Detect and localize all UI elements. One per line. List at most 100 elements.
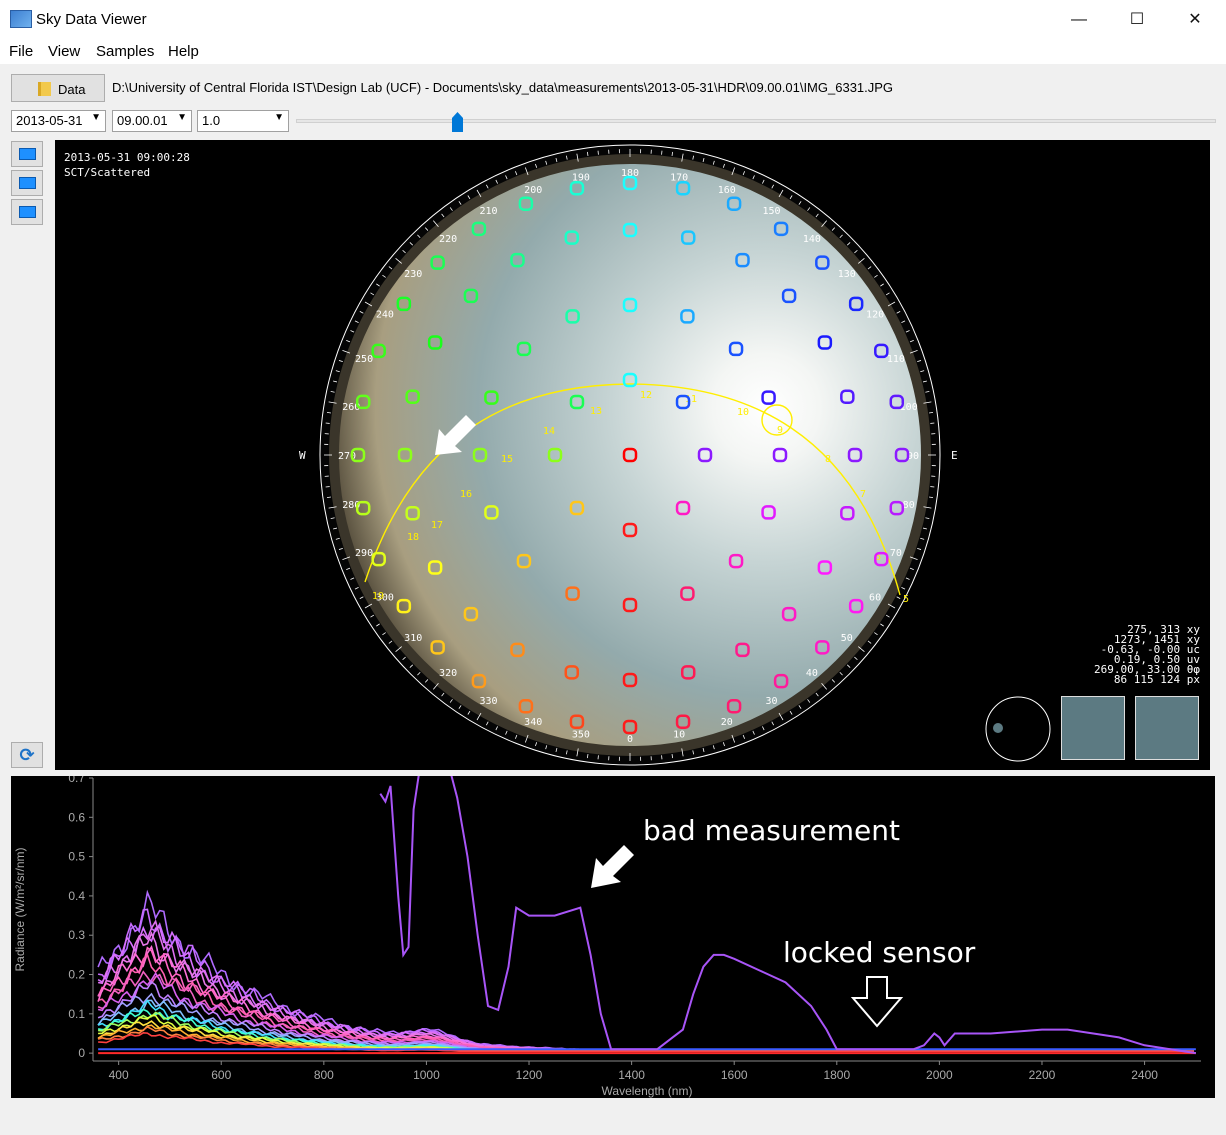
sample-point[interactable] xyxy=(622,597,638,613)
sample-point[interactable] xyxy=(396,598,412,614)
radiance-chart-svg[interactable]: 400 600 800 1000 1200 1400 1600 1800 2000 2200 240… xyxy=(11,776,1215,1098)
sample-point[interactable] xyxy=(371,343,386,359)
sample-point[interactable] xyxy=(427,335,443,350)
sample-point[interactable] xyxy=(680,230,696,245)
sample-point[interactable] xyxy=(622,297,638,313)
sample-point[interactable] xyxy=(728,553,744,569)
sample-point[interactable] xyxy=(622,175,638,191)
sample-point[interactable] xyxy=(675,394,691,410)
sample-point[interactable] xyxy=(565,309,580,324)
sample-point[interactable] xyxy=(773,673,789,689)
sample-point[interactable] xyxy=(848,598,864,614)
sample-point[interactable] xyxy=(781,606,797,622)
sample-point[interactable] xyxy=(772,447,788,463)
sample-point[interactable] xyxy=(697,447,713,463)
sample-point[interactable] xyxy=(569,714,585,730)
sample-point[interactable] xyxy=(396,296,412,312)
sample-point[interactable] xyxy=(471,673,487,689)
date-select[interactable]: 2013-05-31 ▼ xyxy=(11,110,106,132)
sky-image-viewer[interactable]: 2013-05-31 09:00:28 SCT/Scattered 0 10 20 3… xyxy=(55,140,1210,770)
sample-point[interactable] xyxy=(564,230,580,245)
sample-point[interactable] xyxy=(569,180,585,196)
sample-point[interactable] xyxy=(815,640,830,655)
sample-point[interactable] xyxy=(510,642,525,658)
sample-point[interactable] xyxy=(735,252,750,268)
sample-point[interactable] xyxy=(622,447,638,463)
sample-point[interactable] xyxy=(472,447,488,463)
sample-point[interactable] xyxy=(675,500,691,516)
sample-point[interactable] xyxy=(371,551,386,567)
view-mode-button-3[interactable] xyxy=(11,199,43,225)
sample-point[interactable] xyxy=(405,505,420,521)
sample-point[interactable] xyxy=(675,180,691,196)
sample-point[interactable] xyxy=(735,642,750,658)
sample-point[interactable] xyxy=(761,390,776,405)
sample-point[interactable] xyxy=(680,586,695,601)
sample-point[interactable] xyxy=(405,389,420,405)
sample-point[interactable] xyxy=(847,447,863,463)
sample-point[interactable] xyxy=(510,252,525,268)
sample-point[interactable] xyxy=(773,221,789,237)
sample-point[interactable] xyxy=(622,372,638,388)
exposure-select[interactable]: 1.0 ▼ xyxy=(197,110,289,132)
maximize-button[interactable]: ☐ xyxy=(1129,11,1145,28)
refresh-button[interactable]: ⟳ xyxy=(11,742,43,768)
sample-point[interactable] xyxy=(430,255,445,270)
sample-point[interactable] xyxy=(355,394,371,410)
sample-point[interactable] xyxy=(569,394,585,410)
sample-point[interactable] xyxy=(463,606,479,622)
sample-point[interactable] xyxy=(547,447,563,463)
sample-point[interactable] xyxy=(518,196,534,211)
sample-point[interactable] xyxy=(516,553,532,569)
menu-samples[interactable]: Samples xyxy=(96,43,155,60)
data-button[interactable]: Data xyxy=(11,74,105,102)
view-mode-button-2[interactable] xyxy=(11,170,43,196)
sample-point[interactable] xyxy=(840,389,855,405)
minimize-button[interactable]: — xyxy=(1071,11,1087,28)
sample-point[interactable] xyxy=(569,500,585,516)
sample-point[interactable] xyxy=(622,672,638,688)
sample-point[interactable] xyxy=(518,699,534,714)
sample-point[interactable] xyxy=(894,447,910,463)
sample-point[interactable] xyxy=(840,505,855,521)
sample-point[interactable] xyxy=(350,447,366,463)
sample-point[interactable] xyxy=(484,390,499,405)
sample-point[interactable] xyxy=(463,288,479,304)
sample-point[interactable] xyxy=(484,505,499,520)
sample-point[interactable] xyxy=(355,500,371,516)
sample-point[interactable] xyxy=(817,560,833,575)
sample-point[interactable] xyxy=(680,665,696,680)
capture-slider-handle[interactable] xyxy=(452,112,463,132)
sample-point[interactable] xyxy=(471,221,487,237)
sample-point[interactable] xyxy=(874,551,889,567)
close-button[interactable]: ✕ xyxy=(1188,11,1202,28)
capture-slider-track[interactable] xyxy=(296,119,1216,123)
sample-point[interactable] xyxy=(430,640,445,655)
sample-point[interactable] xyxy=(874,343,889,359)
sample-point[interactable] xyxy=(427,560,443,575)
sample-point[interactable] xyxy=(516,341,532,357)
menu-help[interactable]: Help xyxy=(168,43,199,60)
sample-point[interactable] xyxy=(848,296,864,312)
view-mode-button-1[interactable] xyxy=(11,141,43,167)
sample-point[interactable] xyxy=(564,665,580,680)
sample-point[interactable] xyxy=(726,196,742,211)
fisheye-sky-view[interactable]: 0 102030405060708090100110120130140150160… xyxy=(55,140,1210,770)
radiance-chart[interactable]: 400 600 800 1000 1200 1400 1600 1800 2000 2200 240… xyxy=(11,776,1215,1098)
sample-point[interactable] xyxy=(675,714,691,730)
sample-point[interactable] xyxy=(726,699,742,714)
sample-point[interactable] xyxy=(889,500,905,516)
sample-point[interactable] xyxy=(728,341,744,357)
time-select[interactable]: 09.00.01 ▼ xyxy=(112,110,192,132)
sample-point[interactable] xyxy=(397,447,413,463)
sample-point[interactable] xyxy=(817,335,833,350)
menu-file[interactable]: File xyxy=(9,43,34,60)
sample-point[interactable] xyxy=(622,719,638,735)
sample-point[interactable] xyxy=(680,309,695,324)
sample-point[interactable] xyxy=(761,505,776,520)
sample-point[interactable] xyxy=(622,222,638,238)
menu-view[interactable]: View xyxy=(48,43,81,60)
sample-point[interactable] xyxy=(781,288,797,304)
sample-point[interactable] xyxy=(889,394,905,410)
sample-point[interactable] xyxy=(622,522,638,538)
